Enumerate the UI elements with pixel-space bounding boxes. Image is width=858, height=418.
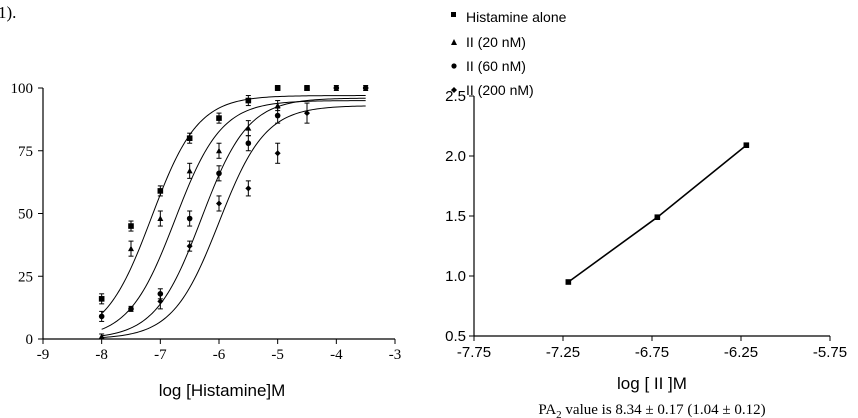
data-point bbox=[98, 296, 105, 302]
legend-label: II (20 nM) bbox=[466, 34, 526, 50]
data-point bbox=[128, 306, 134, 312]
data-point bbox=[216, 115, 222, 121]
data-point bbox=[157, 188, 164, 194]
data-point bbox=[245, 97, 252, 104]
legend-entry-ii-200: II (200 nM) bbox=[451, 82, 534, 98]
y-ticks: 0 25 50 75 100 bbox=[11, 81, 43, 348]
data-point bbox=[157, 215, 164, 222]
series-line bbox=[567, 144, 747, 283]
schild-plot: 0.5 1.0 1.5 2.0 2.5 -7.75 -7.25 -6.75 -6.25 -5.7… bbox=[445, 88, 847, 418]
data-point bbox=[274, 112, 281, 119]
data-point bbox=[274, 85, 281, 91]
x-axis-title: log [Histamine]M bbox=[159, 381, 286, 400]
legend-label: Histamine alone bbox=[466, 9, 567, 25]
y-tick-label: 2.0 bbox=[445, 148, 466, 165]
data-point bbox=[186, 243, 193, 250]
data-point bbox=[128, 223, 134, 229]
data-point bbox=[362, 85, 369, 91]
legend-entry-histamine: Histamine alone bbox=[451, 9, 567, 25]
legend-entry-ii-60: II (60 nM) bbox=[451, 58, 526, 74]
data-point bbox=[157, 298, 164, 305]
data-point bbox=[98, 313, 105, 320]
x-ticks: -7.75 -7.25 -6.75 -6.25 -5.75 bbox=[457, 336, 847, 361]
data-point bbox=[186, 167, 193, 174]
legend-triangle-marker bbox=[451, 39, 457, 45]
dose-response-chart: 0 25 50 75 100 -9 -8 -7 -6 -5 -4 -3 log [Histamine… bbox=[11, 81, 402, 400]
data-point bbox=[245, 140, 252, 147]
data-point bbox=[274, 150, 281, 157]
data-point bbox=[565, 279, 572, 285]
x-tick-label: -7.25 bbox=[546, 344, 580, 361]
data-point bbox=[743, 142, 750, 148]
data-point bbox=[304, 110, 310, 117]
legend: Histamine alone II (20 nM) II (60 nM) II… bbox=[451, 9, 567, 98]
data-point bbox=[654, 214, 661, 220]
y-tick-label: 75 bbox=[18, 144, 33, 160]
x-ticks: -9 -8 -7 -6 -5 -4 -3 bbox=[37, 339, 402, 363]
fit-curve bbox=[101, 105, 366, 339]
legend-square-marker bbox=[451, 12, 456, 17]
regression-line bbox=[567, 144, 747, 283]
data-point bbox=[186, 135, 193, 141]
y-tick-label: 1.5 bbox=[445, 208, 466, 225]
pa2-annotation: PA2 value is 8.34 ± 0.17 (1.04 ± 0.12) bbox=[538, 402, 765, 418]
legend-circle-marker bbox=[451, 63, 457, 69]
data-point bbox=[128, 245, 134, 252]
y-tick-label: 1.0 bbox=[445, 268, 466, 285]
legend-label: II (60 nM) bbox=[466, 58, 526, 74]
x-tick-label: -6.75 bbox=[635, 344, 669, 361]
fit-curve bbox=[101, 100, 366, 330]
data-point bbox=[216, 170, 222, 177]
fit-curves bbox=[101, 95, 366, 339]
x-tick-label: -9 bbox=[37, 347, 50, 363]
legend-diamond-marker bbox=[451, 87, 457, 93]
x-tick-label: -8 bbox=[95, 347, 108, 363]
x-tick-label: -5.75 bbox=[813, 344, 847, 361]
data-points bbox=[98, 84, 369, 340]
data-point bbox=[216, 200, 222, 207]
x-tick-label: -6.25 bbox=[724, 344, 758, 361]
x-tick-label: -5 bbox=[271, 347, 284, 363]
x-tick-label: -7 bbox=[154, 347, 167, 363]
data-point bbox=[245, 185, 252, 192]
legend-entry-ii-20: II (20 nM) bbox=[451, 34, 526, 50]
data-point bbox=[274, 102, 281, 109]
data-point bbox=[98, 333, 105, 339]
y-tick-label: 2.5 bbox=[445, 88, 466, 105]
x-axis-title: log [ II ]M bbox=[617, 374, 687, 393]
legend-label: II (200 nM) bbox=[466, 82, 534, 98]
y-ticks: 0.5 1.0 1.5 2.0 2.5 bbox=[445, 88, 474, 345]
data-point bbox=[186, 215, 193, 222]
fit-curve bbox=[101, 95, 366, 315]
y-tick-label: 0.5 bbox=[445, 328, 466, 345]
y-tick-label: 25 bbox=[18, 269, 33, 285]
data-points bbox=[565, 142, 750, 285]
data-point bbox=[333, 85, 340, 91]
fit-curve bbox=[101, 97, 366, 337]
x-tick-label: -6 bbox=[213, 347, 226, 363]
data-point bbox=[245, 125, 252, 131]
y-tick-label: 50 bbox=[18, 207, 33, 223]
y-tick-label: 0 bbox=[26, 332, 34, 348]
data-point bbox=[304, 85, 310, 91]
x-tick-label: -4 bbox=[330, 347, 343, 363]
x-tick-label: -7.75 bbox=[457, 344, 491, 361]
x-tick-label: -3 bbox=[389, 347, 402, 363]
data-point bbox=[216, 147, 222, 154]
header-fragment: 1). bbox=[0, 3, 16, 22]
y-tick-label: 100 bbox=[11, 81, 34, 97]
